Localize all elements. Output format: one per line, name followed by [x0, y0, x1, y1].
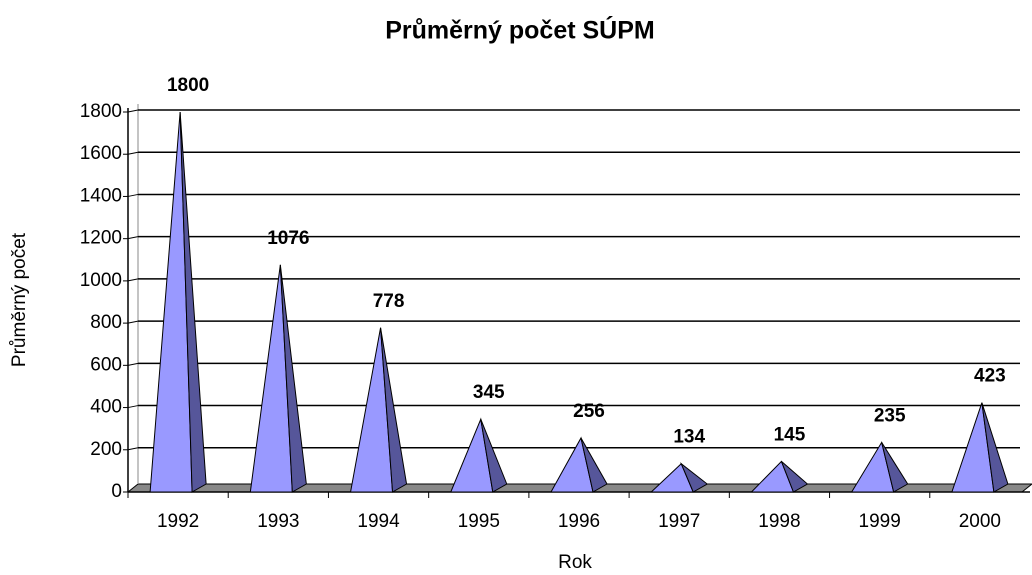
x-tick-label: 1994 [357, 511, 400, 532]
grid-line-side [127, 236, 139, 240]
pyramid-side [179, 111, 207, 493]
data-label: 134 [673, 427, 705, 448]
chart-title: Průměrný počet SÚPM [385, 15, 655, 45]
y-tick-label: 1000 [80, 270, 122, 291]
grid-line-side [127, 278, 139, 282]
grid-line-side [127, 320, 139, 324]
grid-line-side [127, 405, 139, 409]
pyramid-side [680, 462, 709, 493]
data-label: 1800 [167, 75, 209, 96]
y-tick-label: 1200 [80, 228, 122, 249]
grid-line-side [127, 362, 139, 366]
pyramid-side [780, 461, 809, 493]
data-label: 235 [874, 405, 906, 426]
x-tick-label: 1997 [658, 511, 700, 532]
data-label: 1076 [267, 228, 309, 249]
x-tick-label: 1996 [558, 511, 600, 532]
x-tick-label: 1992 [157, 511, 199, 532]
x-tick-label: 1995 [458, 511, 500, 532]
pyramid-side [380, 327, 408, 493]
data-label: 778 [373, 291, 405, 312]
y-axis-label: Průměrný počet [9, 232, 30, 367]
y-tick-label: 0 [111, 481, 122, 502]
y-tick-label: 200 [90, 439, 122, 460]
y-tick-label: 1800 [80, 101, 122, 122]
x-axis-label: Rok [558, 552, 592, 573]
y-tick-label: 1600 [80, 143, 122, 164]
grid-line-side [127, 109, 139, 113]
x-tick-label: 1999 [859, 511, 901, 532]
data-label: 145 [774, 424, 806, 445]
x-tick-label: 1993 [257, 511, 299, 532]
pyramid-side [981, 402, 1009, 493]
grid-line-side [127, 151, 139, 155]
data-label: 345 [473, 382, 505, 403]
pyramid-side [279, 264, 307, 493]
y-tick-label: 600 [90, 354, 122, 375]
pyramid-side [480, 418, 508, 493]
y-tick-label: 1400 [80, 185, 122, 206]
data-label: 256 [573, 401, 605, 422]
grid-line-side [127, 193, 139, 197]
y-tick-label: 400 [90, 397, 122, 418]
x-tick-label: 1998 [758, 511, 800, 532]
grid-line-side [127, 447, 139, 451]
x-tick-label: 2000 [959, 511, 1001, 532]
pyramid-side [881, 442, 909, 493]
y-tick-label: 800 [90, 312, 122, 333]
pyramid-side [580, 437, 608, 493]
data-label: 423 [974, 366, 1006, 387]
